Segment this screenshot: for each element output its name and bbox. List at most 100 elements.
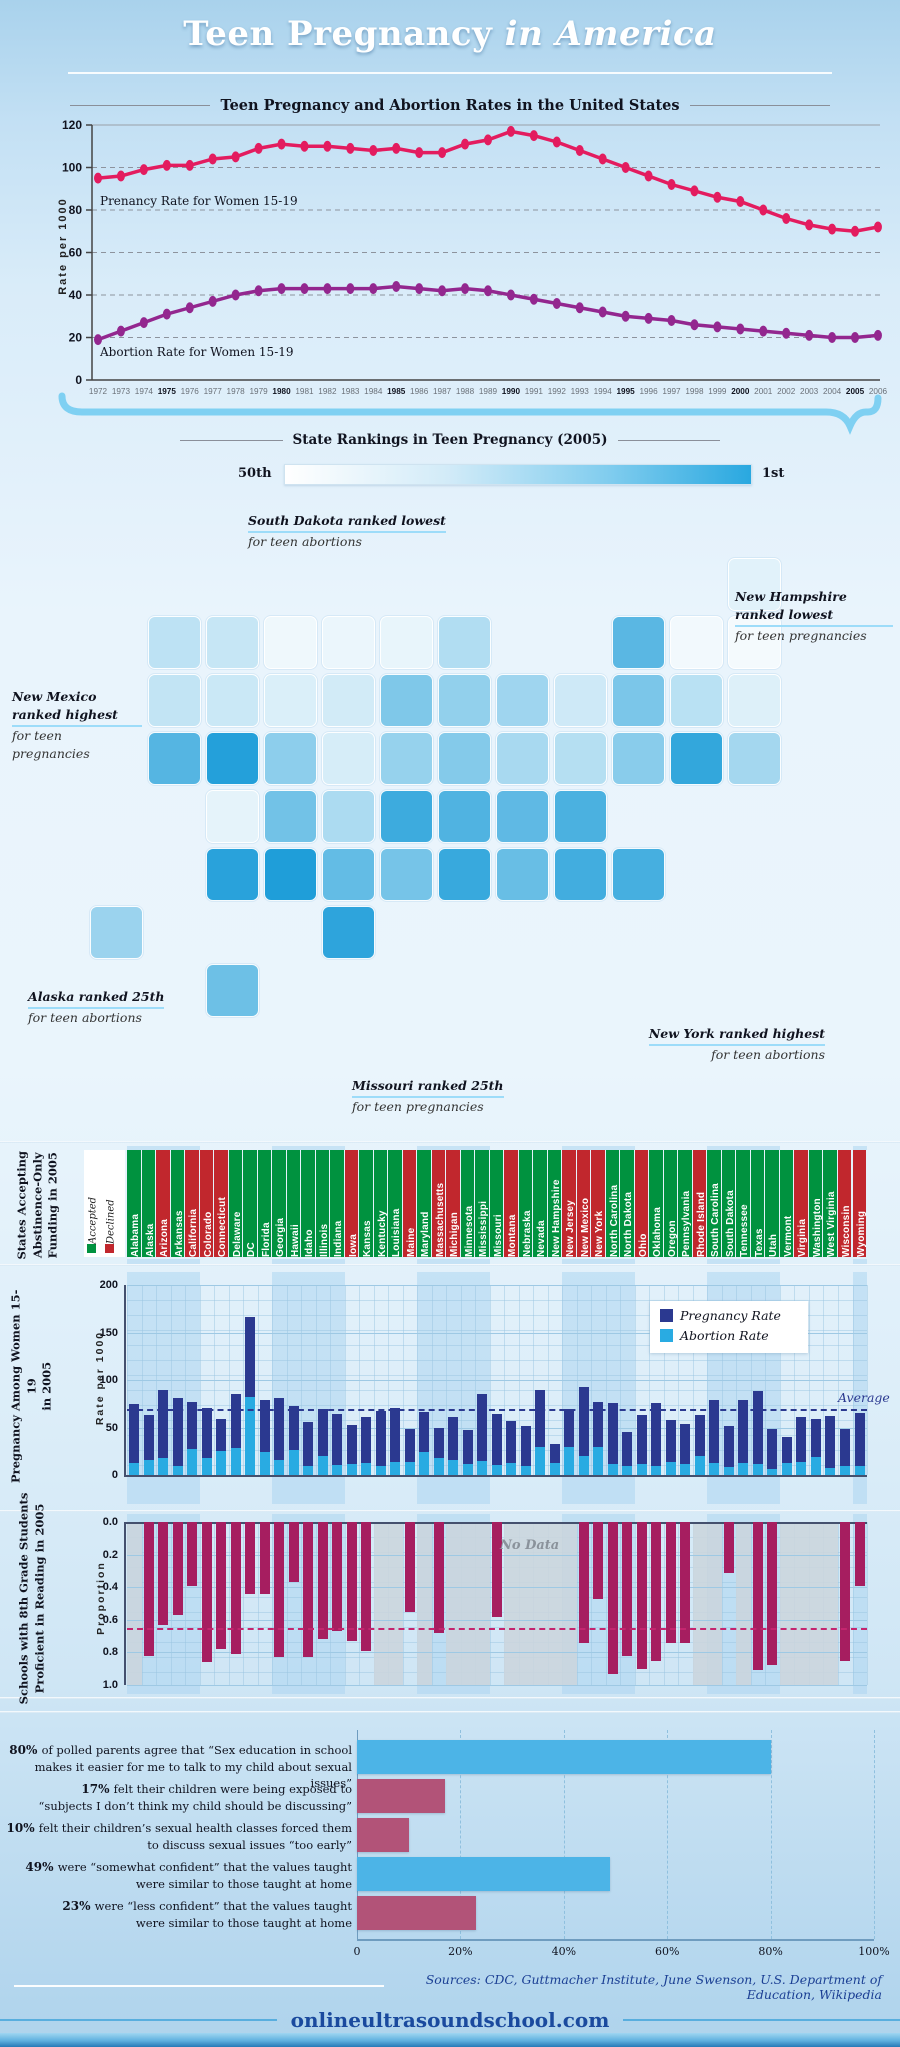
state-funding-label: Massachusetts [434,1182,446,1257]
state-funding-label: Nevada [536,1220,548,1257]
abortion-rate-bar [317,1456,328,1475]
poll-bar [357,1779,445,1813]
page-title-accent: in America [504,14,717,54]
abortion-rate-bar [636,1463,647,1475]
pregnancy-rate-bar [694,1415,705,1475]
poll-label-line: of polled parents agree that “Sex educat… [41,1743,352,1757]
abortion-rate-bar [274,1459,285,1475]
map-state-tile [438,674,491,727]
state-funding-label: Kansas [362,1220,374,1257]
map-state-tile [438,616,491,669]
grid-line-v [663,1522,665,1685]
map-title-row: State Rankings in Teen Pregnancy (2005) [0,432,900,448]
state-funding-label: Oklahoma [652,1207,664,1257]
abstinence-panel-title: States Accepting Abstinence-Only Funding… [14,1151,60,1260]
reading-proportion-bar [303,1522,314,1658]
linechart-title-row: Teen Pregnancy and Abortion Rates in the… [0,97,900,114]
state-funding-label: Nebraska [521,1210,533,1257]
abortion-rate-bar [375,1465,386,1475]
state-funding-label: DC [246,1242,258,1257]
grid-major-h [127,1332,867,1334]
svg-text:1994: 1994 [594,387,613,396]
no-data-column [707,1522,722,1685]
svg-text:1993: 1993 [571,387,590,396]
no-data-column [518,1522,534,1685]
state-funding-label: Hawaii [289,1224,301,1257]
state-funding-column: California [185,1150,199,1257]
abortion-rate-bar [854,1466,865,1475]
grid-line-v [185,1522,187,1685]
annotation-new-mexico: New Mexico ranked highest for teen pregn… [12,688,142,764]
svg-text:1979: 1979 [249,387,268,396]
state-funding-column: Tennessee [736,1150,750,1257]
state-funding-column: Colorado [199,1150,214,1257]
poll-gridline [460,1730,462,1939]
state-funding-label: California [188,1208,200,1257]
abortion-rate-bar [172,1465,183,1475]
map-state-tile [206,790,259,843]
pregnancy-rate-bar [680,1423,691,1475]
footer-link[interactable]: onlineultrasoundschool.com [290,2008,610,2032]
no-data-column [547,1522,563,1685]
pregnancy-rate-swatch [660,1309,673,1322]
state-funding-column: Michigan [446,1150,460,1257]
pregnancy-rate-bar [245,1317,256,1475]
state-funding-column: South Carolina [707,1150,721,1257]
annotation-new-hampshire: New Hampshire ranked lowest for teen pre… [735,588,893,645]
state-funding-label: Tennessee [739,1204,751,1257]
poll-xtick: 60% [654,1945,680,1958]
grid-line-v [431,1522,433,1685]
map-state-tile [380,790,433,843]
grid-line-h [127,1390,867,1391]
annotation-alaska: Alaska ranked 25th for teen abortions [28,989,165,1026]
abortion-rate-bar [390,1461,401,1475]
svg-text:120: 120 [62,118,82,132]
reading-axis-y [124,1522,126,1685]
abortion-rate-bar [593,1446,604,1475]
accepted-swatch [87,1244,96,1253]
poll-label-line: felt their children’s sexual health clas… [38,1821,352,1835]
svg-text:1998: 1998 [685,387,704,396]
poll-bar [357,1896,476,1930]
state-funding-label: Alabama [130,1213,141,1257]
grid-major-h [127,1652,867,1654]
reading-panel-title: Schools with 8th Grade Students Proficie… [16,1492,46,1705]
reading-ytick: 0.8 [102,1646,118,1659]
pregnancy-rate-bar [216,1418,227,1475]
reading-proportion-bar [143,1522,154,1656]
state-funding-label: New Jersey [565,1199,577,1257]
map-state-tile [264,790,317,843]
state-funding-column: North Dakota [620,1150,634,1257]
state-funding-column: Maryland [417,1150,431,1257]
reading-proportion-bar [216,1522,227,1650]
pregnancy-rate-bar [346,1424,357,1475]
map-title: State Rankings in Teen Pregnancy (2005) [292,432,608,448]
map-state-tile [90,906,143,959]
map-state-tile [554,674,607,727]
pregnancy-rate-bar [578,1386,589,1475]
state-funding-label: Indiana [333,1220,345,1257]
pregnancy-rate-bar [390,1407,401,1475]
poll-percent: 17% [81,1782,114,1796]
pregnancy-rate-bar [491,1414,502,1475]
svg-text:40: 40 [69,288,83,302]
no-data-label: No Data [500,1538,560,1553]
map-state-tile [148,616,201,669]
pregnancy-rate-bar [535,1389,546,1475]
map-state-tile [612,616,665,669]
state-funding-label: Rhode Island [695,1191,707,1257]
svg-text:2001: 2001 [754,387,773,396]
sources-divider [14,1985,384,1987]
reading-proportion-bar [317,1522,328,1640]
no-data-column [794,1522,809,1685]
poll-xtick: 100% [858,1945,890,1958]
map-state-tile [438,732,491,785]
grid-line-v [721,1522,723,1685]
annotation-new-york: New York ranked highest for teen abortio… [648,1026,825,1063]
state-funding-column: Nebraska [518,1150,533,1257]
grid-line-v [867,1285,868,1475]
state-funding-label: Ohio [637,1233,649,1257]
grid-line-h [127,1375,867,1376]
pregnancy-rate-bar [549,1443,560,1475]
state-funding-column: Virginia [794,1150,808,1257]
